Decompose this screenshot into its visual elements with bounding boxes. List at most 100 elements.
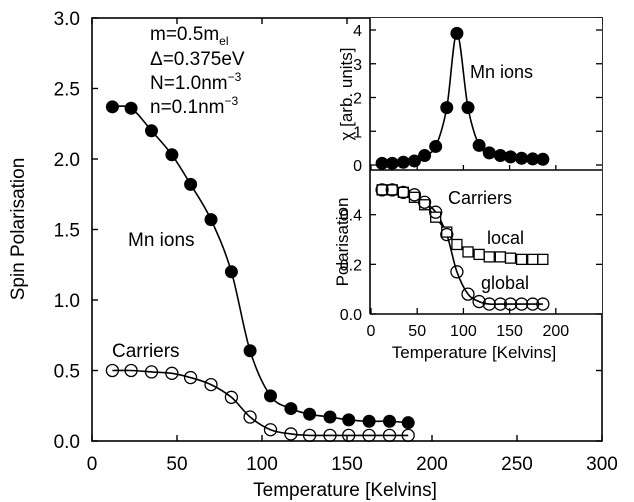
annotation-mn-ions: Mn ions — [128, 230, 195, 251]
mn-ions-point — [243, 344, 257, 358]
chi-mn-ions-point — [440, 101, 454, 115]
carriers-global-point — [407, 188, 422, 202]
carriers-global-point — [440, 227, 454, 242]
inset-x-tick-label: 200 — [542, 323, 569, 340]
carriers-global-point — [536, 297, 550, 311]
carriers-local-point — [376, 184, 388, 196]
carriers-point — [342, 428, 356, 443]
main-x-tick-label: 0 — [87, 454, 98, 475]
chi-mn-ions-point — [472, 138, 486, 152]
carriers-global-point — [526, 297, 540, 311]
main-series-curves — [112, 105, 409, 437]
inset-x-tick-label: 0 — [367, 323, 376, 340]
parameter-n-carriers-main: n=0.1nm — [150, 97, 224, 118]
inset-x-tick-label: 150 — [496, 323, 523, 340]
main-x-tick-label: 250 — [501, 454, 533, 475]
main-y-tick-label: 1.0 — [54, 291, 80, 312]
main-x-tick-label: 100 — [246, 454, 278, 475]
inset-top-y-tick-label: 2 — [353, 91, 362, 108]
carriers-global-point — [461, 287, 475, 301]
carriers-point — [144, 365, 159, 379]
main-y-axis-label: Spin Polarisation — [8, 158, 29, 301]
mn-ions-point — [165, 148, 179, 162]
inset-series-points — [375, 26, 550, 311]
mn-ions-point — [383, 414, 396, 428]
carriers-point — [124, 363, 138, 378]
carriers-local-point — [483, 251, 495, 263]
mn-ions-point — [184, 177, 198, 191]
main-y-tick-label: 3.0 — [54, 9, 80, 30]
carriers-point — [165, 366, 179, 380]
inset-axis-ticks: 0 1 2 3 4 0.0 0.2 0.4 0 50 100 150 200 — [340, 23, 602, 340]
carriers-local-point — [462, 246, 474, 258]
carriers-local-point — [494, 251, 507, 263]
carriers-point — [105, 363, 120, 378]
inset-top-y-tick-label: 1 — [353, 124, 362, 141]
carriers-global-point — [417, 195, 432, 209]
mn-ions-point — [342, 413, 356, 427]
inset-bottom-y-tick-label: 0.4 — [340, 208, 362, 225]
mn-ions-point — [303, 407, 317, 421]
mn-ions-point — [204, 213, 218, 227]
carriers-point — [362, 428, 376, 443]
carriers-global-point — [450, 265, 464, 279]
chi-mn-ions-point — [407, 154, 421, 168]
carriers-local-point — [430, 211, 442, 223]
chi-mn-ions-point — [385, 156, 399, 170]
parameter-mass-subscript: el — [219, 34, 228, 48]
inset-bottom-y-tick-label: 0.0 — [340, 307, 362, 324]
carriers-point — [382, 428, 397, 443]
mn-ions-point — [124, 101, 138, 115]
carriers-local-point — [386, 184, 398, 196]
carriers-global-point — [429, 205, 443, 219]
carriers-point — [204, 377, 218, 392]
carriers-local-point — [537, 253, 549, 266]
mn-ions-point — [145, 124, 158, 138]
inset-top-y-tick-label: 0 — [353, 158, 362, 175]
carriers-local-point — [504, 252, 517, 264]
mn-ions-point — [264, 389, 277, 403]
carriers-global-point — [482, 297, 496, 311]
main-x-tick-label: 150 — [331, 454, 363, 475]
main-x-axis-label: Temperature [Kelvins] — [253, 480, 437, 501]
carriers-curve — [112, 369, 409, 437]
parameter-n-ions: N=1.0nm−3 — [150, 70, 242, 94]
chi-mn-ions-point — [461, 101, 475, 115]
mn-ions-point — [362, 414, 376, 428]
carriers-global-point — [514, 297, 529, 311]
parameter-n-ions-exponent: −3 — [228, 70, 242, 84]
parameter-n-carriers: n=0.1nm−3 — [150, 94, 238, 118]
chi-mn-ions-point — [450, 26, 464, 40]
inset-top-y-tick-label: 4 — [353, 23, 362, 40]
carriers-global-point — [503, 297, 518, 311]
carriers-point — [401, 428, 415, 443]
main-y-tick-label: 1.5 — [54, 221, 80, 242]
inset-annotation-carriers: Carriers — [448, 188, 512, 208]
parameter-block: m=0.5mel Δ=0.375eV N=1.0nm−3 n=0.1nm−3 — [150, 24, 245, 118]
mn-ions-point — [284, 402, 298, 416]
mn-ions-curve — [112, 105, 409, 424]
inset-bottom-y-axis-label: Polarisation — [333, 198, 352, 287]
carriers-point — [243, 410, 257, 424]
carriers-point — [183, 370, 198, 385]
carriers-local-point — [515, 253, 528, 266]
mn-ions-point — [323, 410, 337, 424]
inset-top-y-tick-label: 3 — [353, 57, 362, 74]
mn-ions-point — [224, 265, 238, 279]
parameter-mass-main: m=0.5m — [150, 24, 219, 45]
main-y-tick-label: 0.0 — [54, 432, 80, 453]
inset-x-tick-label: 50 — [408, 323, 426, 340]
parameter-n-ions-main: N=1.0nm — [150, 73, 228, 94]
main-series-points — [105, 100, 415, 443]
main-x-tick-label: 50 — [166, 454, 187, 475]
inset-top-y-axis-label: χ [arb. units] — [337, 47, 356, 140]
inset-x-axis-label: Temperature [Kelvins] — [392, 343, 556, 362]
carriers-local-point — [527, 253, 539, 266]
inset-annotation-global: global — [481, 273, 529, 293]
carriers-point — [263, 423, 278, 437]
chi-mn-ions-point — [396, 155, 410, 169]
annotation-carriers: Carriers — [112, 341, 180, 362]
parameter-delta: Δ=0.375eV — [150, 49, 245, 70]
